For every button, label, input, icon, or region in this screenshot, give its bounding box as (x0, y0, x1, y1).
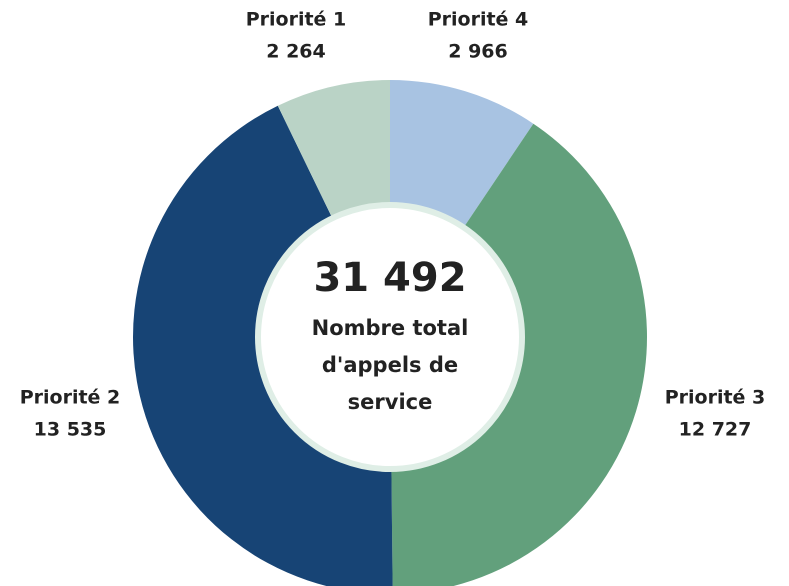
donut-slice (133, 105, 393, 586)
slice-category-label: Priorité 1 (246, 9, 347, 31)
center-text: d'appels de (322, 353, 458, 377)
slice-value-label: 13 535 (34, 419, 107, 441)
center-text: service (348, 390, 433, 414)
donut-slice (277, 80, 390, 219)
slice-value-label: 12 727 (679, 419, 752, 441)
slice-category-label: Priorité 3 (665, 387, 766, 409)
slice-value-label: 2 264 (266, 41, 326, 63)
slice-category-label: Priorité 2 (20, 387, 121, 409)
inner-ring (255, 202, 525, 472)
total-label: 31 492 (313, 255, 466, 301)
slices (133, 80, 647, 586)
slice-category-label: Priorité 4 (428, 9, 529, 31)
donut-slice (391, 123, 647, 586)
donut-slice (390, 80, 534, 228)
center-text: Nombre total (312, 316, 469, 340)
slice-value-label: 2 966 (448, 41, 508, 63)
